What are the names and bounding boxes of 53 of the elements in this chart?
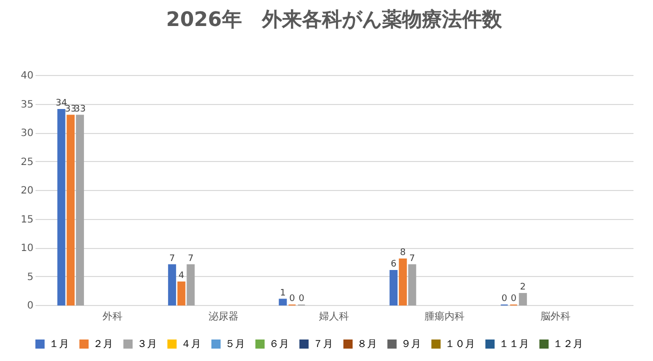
data-label: 0	[289, 294, 296, 304]
y-tick-label: 20	[20, 186, 34, 196]
legend-label: １１月	[499, 339, 529, 350]
legend-label: ４月	[181, 339, 201, 350]
legend-label: ３月	[137, 339, 157, 350]
chart-title: 2026年 外来各科がん薬物療法件数	[166, 7, 503, 31]
data-label: 2	[520, 282, 526, 292]
x-tick-label: 外科	[102, 310, 123, 322]
legend-label: ８月	[357, 339, 377, 350]
y-tick-label: 5	[27, 272, 34, 283]
data-label: 0	[501, 294, 508, 304]
legend-label: １０月	[445, 339, 475, 350]
legend-label: ７月	[313, 339, 333, 350]
bar	[518, 293, 527, 306]
bar	[408, 264, 416, 306]
bar	[168, 264, 176, 306]
bar	[278, 298, 287, 306]
x-tick-label: 脳外科	[540, 310, 570, 322]
bar	[76, 114, 84, 306]
legend-label: ５月	[225, 339, 245, 350]
data-label: 7	[169, 254, 175, 264]
data-label: 33	[74, 104, 86, 114]
bar	[66, 114, 75, 306]
data-label: 33	[64, 104, 76, 114]
data-label: 0	[298, 294, 305, 304]
bar	[398, 258, 407, 306]
y-tick-label: 30	[20, 128, 34, 139]
legend-label: １２月	[553, 339, 583, 350]
bar	[186, 264, 195, 306]
bar	[177, 282, 186, 306]
legend-label: １月	[49, 339, 69, 350]
legend-label: ９月	[401, 339, 421, 350]
y-tick-label: 0	[27, 300, 34, 312]
x-tick-label: 腫瘍内科	[424, 310, 465, 322]
data-label: 1	[280, 288, 286, 298]
y-tick-label: 25	[20, 156, 34, 168]
y-tick-label: 15	[20, 214, 34, 226]
y-tick-label: 10	[20, 243, 34, 254]
y-tick-label: 35	[20, 99, 34, 110]
data-label: 7	[409, 254, 416, 264]
bar	[390, 270, 398, 306]
y-tick-label: 40	[20, 70, 34, 82]
legend-label: ６月	[269, 339, 289, 350]
x-tick-label: 婦人科	[319, 310, 349, 322]
bar	[57, 109, 66, 306]
data-label: 7	[188, 254, 194, 264]
data-label: 8	[400, 248, 406, 258]
legend-label: ２月	[93, 339, 113, 350]
data-label: 0	[510, 294, 517, 304]
x-tick-label: 泌尿器	[208, 310, 238, 322]
data-label: 6	[390, 260, 397, 270]
data-label: 4	[178, 271, 185, 281]
data-label: 34	[56, 98, 68, 108]
